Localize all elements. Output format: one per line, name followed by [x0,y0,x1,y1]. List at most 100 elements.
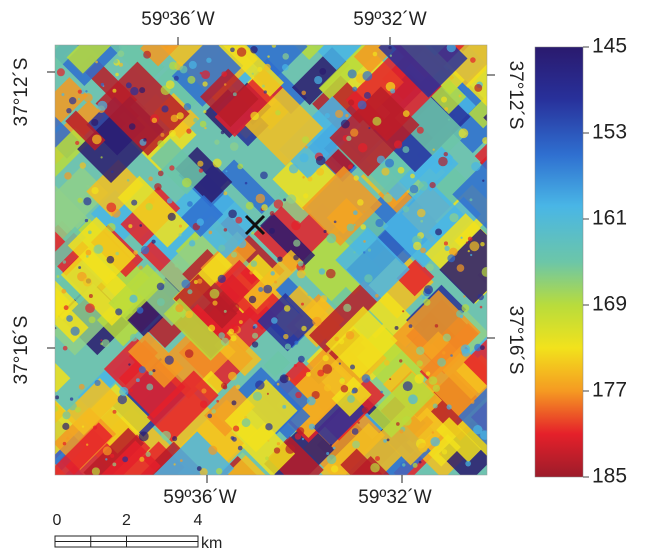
speckle [68,402,77,411]
field-parcel [436,417,482,463]
speckle [479,305,483,309]
speckle [156,298,165,307]
speckle [264,63,271,71]
speckle [230,335,237,342]
field-parcel [439,228,487,304]
speckle [255,193,266,204]
field-parcel [396,258,435,297]
speckle [128,310,133,314]
speckle [431,431,435,434]
speckle [83,197,92,206]
speckle [375,293,379,298]
speckle [480,345,485,351]
speckle [376,155,386,164]
speckle [233,425,240,432]
speckle [415,346,425,355]
speckle [117,50,125,57]
speckle [156,282,165,291]
speckle [343,303,352,312]
speckle [223,191,228,196]
speckle [245,201,254,210]
speckle [388,45,392,50]
speckle [138,265,143,270]
speckle [326,451,330,456]
speckle [477,293,484,301]
speckle [357,100,367,110]
speckle [323,384,332,392]
speckle [193,280,198,285]
speckle [62,441,67,446]
speckle [106,223,116,232]
speckle [206,57,212,63]
speckle [140,245,150,255]
speckle [212,158,222,168]
speckle [173,75,179,81]
speckle [61,93,65,97]
speckle [170,114,179,123]
field-parcel [128,332,184,388]
speckle [169,61,178,70]
speckle [109,272,117,279]
speckle [416,126,424,134]
speckle [69,397,74,401]
field-parcel [55,45,60,51]
coord-label: 37°16´S [505,306,526,375]
speckle [481,267,487,277]
speckle [439,453,442,456]
speckle [301,437,305,441]
speckle [301,90,307,96]
speckle [470,253,473,257]
speckle [248,295,257,304]
speckle [251,72,254,75]
speckle [165,80,175,89]
speckle [250,260,258,267]
speckle [228,371,237,381]
speckle [244,181,248,185]
speckle [273,199,284,209]
speckle [101,339,110,348]
speckle [192,233,199,241]
speckle [320,295,328,303]
speckle [231,436,237,442]
speckle [201,388,207,394]
speckle [339,378,345,385]
field-parcel [302,165,383,247]
speckle [198,168,204,173]
speckle [62,411,71,420]
speckle [315,155,326,166]
speckle [303,193,309,199]
speckle [297,355,305,363]
speckle [449,247,458,257]
speckle [228,209,237,219]
speckle [85,443,89,446]
speckle [402,463,406,467]
speckle [56,68,65,77]
speckle [271,45,277,48]
speckle [207,413,213,419]
speckle [148,370,153,376]
speckle [334,336,339,342]
speckle [86,184,90,189]
speckle [307,176,313,182]
speckle [473,425,483,435]
speckle [329,444,332,447]
speckle [423,285,434,295]
speckle [179,65,188,74]
colorbar-label: 161 [592,207,627,230]
speckle [129,294,138,303]
speckle [235,216,243,224]
speckle [384,360,390,366]
field-parcel [146,370,219,443]
speckle [399,359,403,363]
speckle [299,153,309,163]
speckle [55,326,57,330]
speckle [460,236,463,239]
field-parcel [63,378,121,436]
speckle [136,306,144,314]
speckle [66,436,70,440]
speckle [345,330,355,340]
speckle [220,337,230,346]
speckle [261,84,265,88]
speckle [293,364,298,368]
speckle [157,140,165,148]
